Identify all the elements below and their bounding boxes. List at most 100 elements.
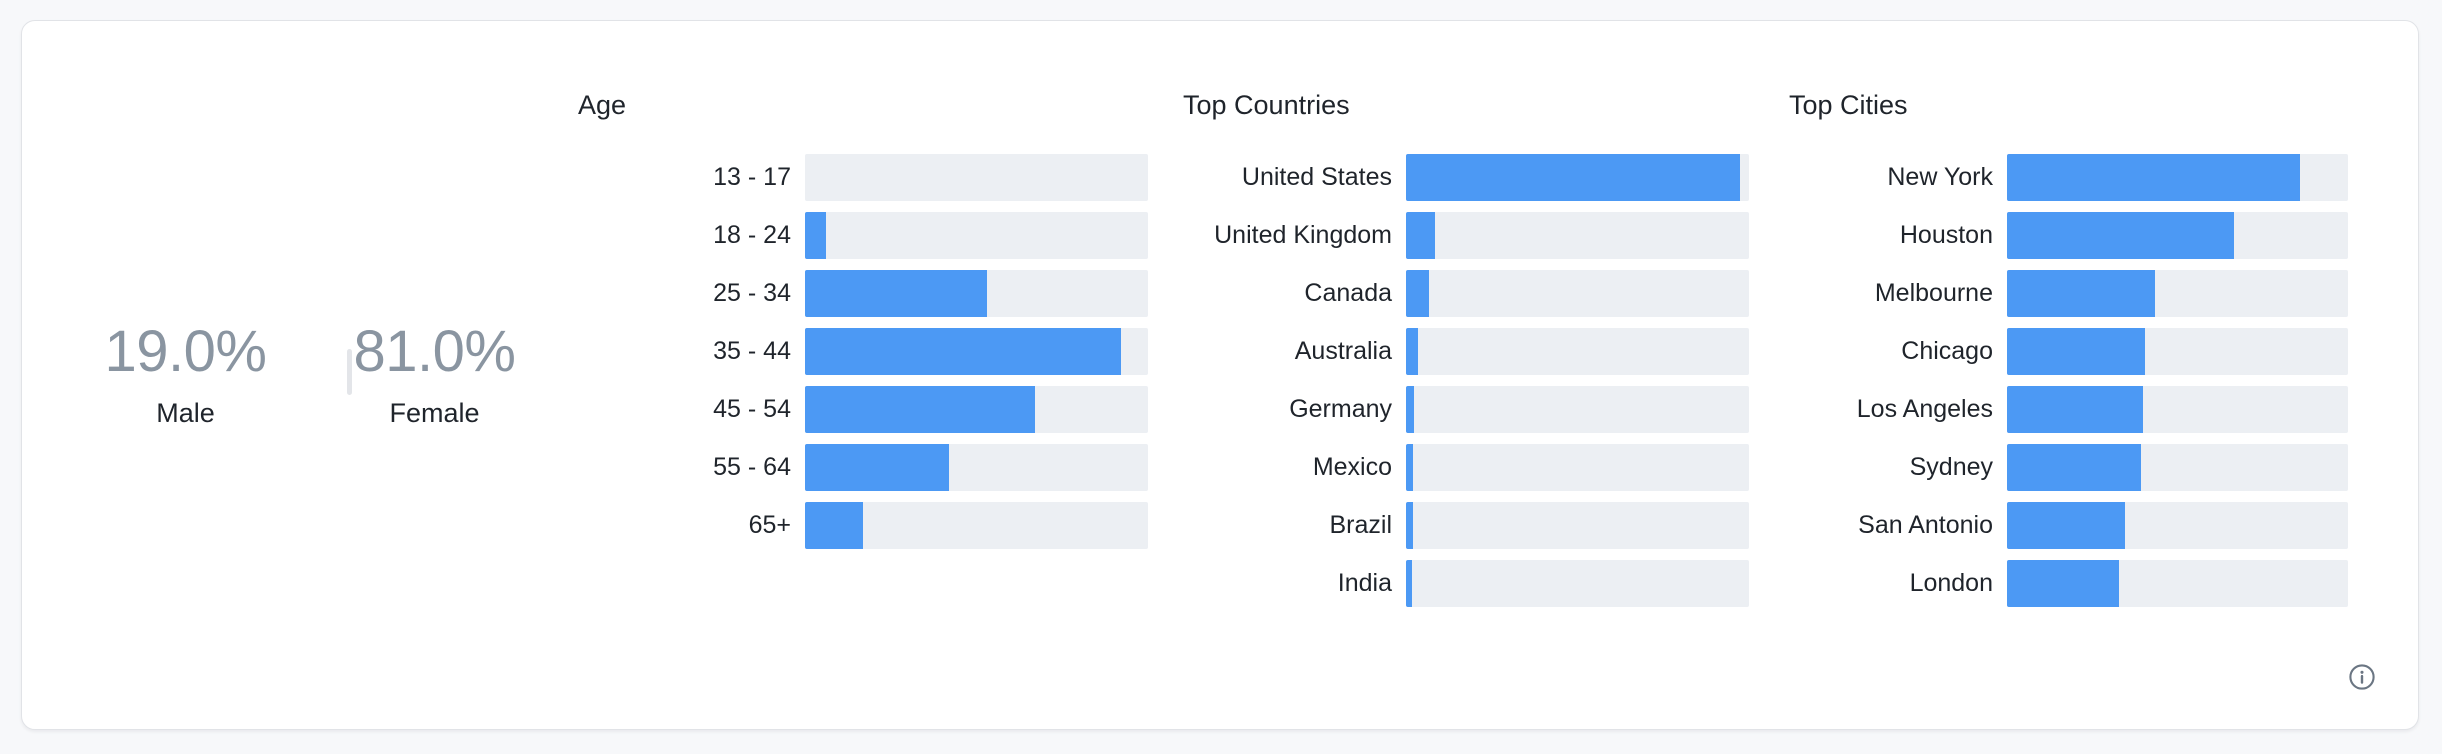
bar-track [2007, 154, 2348, 201]
bar-row: Canada [1183, 270, 1749, 317]
bar-label: Canada [1304, 279, 1392, 307]
bar-track [1406, 560, 1749, 607]
bar-track [1406, 154, 1749, 201]
bar-label: Chicago [1901, 337, 1993, 365]
bar-label: United States [1241, 163, 1392, 191]
bar-row: San Antonio [1789, 502, 2348, 549]
bar-track [805, 212, 1148, 259]
bar-track [1406, 502, 1749, 549]
bar-label: 45 - 54 [713, 395, 791, 423]
bar-label: India [1337, 569, 1392, 597]
bar-row: Chicago [1789, 328, 2348, 375]
bar-track [1406, 212, 1749, 259]
bar-label: Mexico [1312, 453, 1392, 481]
bar-row: New York [1789, 154, 2348, 201]
chart-age: Age 13 - 17 18 - 24 25 - 34 35 - 44 45 - 54 5… [578, 89, 1148, 560]
bar-label: San Antonio [1858, 511, 1993, 539]
bar-label: New York [1887, 163, 1993, 191]
info-icon[interactable] [2348, 663, 2376, 691]
bar-fill [805, 212, 826, 259]
female-percentage: 81.0% [353, 318, 516, 384]
bar-fill [1406, 212, 1436, 259]
bar-row: 13 - 17 [578, 154, 1148, 201]
bar-track [1406, 444, 1749, 491]
bar-fill [805, 328, 1121, 375]
bar-fill [2007, 212, 2234, 259]
bar-fill [805, 386, 1035, 433]
bar-label: London [1909, 569, 1993, 597]
bar-fill [1406, 328, 1418, 375]
bar-label: 55 - 64 [713, 453, 791, 481]
chart-top-cities: Top Cities New York Houston Melbourne Chica… [1789, 89, 2348, 618]
bar-label: 25 - 34 [713, 279, 791, 307]
gender-male: 19.0% Male [61, 321, 310, 429]
bar-row: 35 - 44 [578, 328, 1148, 375]
bar-label: Sydney [1909, 453, 1993, 481]
bar-track [2007, 502, 2348, 549]
bar-fill [1406, 386, 1415, 433]
bar-label: 18 - 24 [713, 221, 791, 249]
bar-fill [1406, 502, 1413, 549]
bar-fill [2007, 154, 2301, 201]
chart-title-age: Age [578, 90, 627, 120]
bar-track [2007, 444, 2348, 491]
bar-row: Brazil [1183, 502, 1749, 549]
chart-title-top-countries: Top Countries [1183, 90, 1350, 120]
bar-track [805, 154, 1148, 201]
bar-row: 55 - 64 [578, 444, 1148, 491]
chart-rows-top-countries: United States United Kingdom Canada Austral… [1183, 154, 1749, 607]
male-label: Male [156, 397, 215, 428]
bar-track [805, 444, 1148, 491]
bar-track [805, 386, 1148, 433]
bar-track [2007, 386, 2348, 433]
bar-row: London [1789, 560, 2348, 607]
bar-label: United Kingdom [1214, 221, 1392, 249]
bar-label: Germany [1289, 395, 1392, 423]
bar-fill [2007, 502, 2125, 549]
bar-fill [1406, 270, 1429, 317]
bar-track [1406, 328, 1749, 375]
gender-summary: 19.0% Male 81.0% Female [61, 21, 559, 729]
bar-row: Sydney [1789, 444, 2348, 491]
bar-track [2007, 212, 2348, 259]
bar-row: United Kingdom [1183, 212, 1749, 259]
bar-label: Melbourne [1874, 279, 1993, 307]
bar-label: Brazil [1329, 511, 1392, 539]
bar-label: Los Angeles [1856, 395, 1993, 423]
bar-label: Houston [1899, 221, 1993, 249]
bar-track [805, 328, 1148, 375]
chart-rows-age: 13 - 17 18 - 24 25 - 34 35 - 44 45 - 54 55 - … [578, 154, 1148, 549]
bar-row: Mexico [1183, 444, 1749, 491]
bar-label: 65+ [748, 511, 791, 539]
bar-row: Los Angeles [1789, 386, 2348, 433]
bar-track [805, 502, 1148, 549]
bar-fill [1406, 444, 1414, 491]
female-label: Female [389, 397, 480, 428]
bar-label: 35 - 44 [713, 337, 791, 365]
bar-fill [805, 444, 950, 491]
chart-title-top-cities: Top Cities [1789, 90, 1908, 120]
bar-track [2007, 560, 2348, 607]
bar-label: Australia [1294, 337, 1392, 365]
bar-fill [805, 270, 987, 317]
gender-divider [347, 349, 352, 395]
chart-rows-top-cities: New York Houston Melbourne Chicago Los Angel… [1789, 154, 2348, 607]
bar-track [2007, 328, 2348, 375]
bar-fill [1406, 154, 1741, 201]
bar-row: 25 - 34 [578, 270, 1148, 317]
bar-fill [805, 502, 864, 549]
bar-track [1406, 386, 1749, 433]
insights-card: 19.0% Male 81.0% Female Age 13 - 17 18 - … [21, 20, 2419, 730]
bar-row: India [1183, 560, 1749, 607]
bar-fill [2007, 560, 2119, 607]
bar-fill [2007, 386, 2143, 433]
bar-fill [2007, 270, 2155, 317]
bar-row: Melbourne [1789, 270, 2348, 317]
bar-fill [2007, 328, 2146, 375]
bar-row: 18 - 24 [578, 212, 1148, 259]
bar-row: 45 - 54 [578, 386, 1148, 433]
bar-row: 65+ [578, 502, 1148, 549]
bar-track [805, 270, 1148, 317]
bar-fill [2007, 444, 2141, 491]
